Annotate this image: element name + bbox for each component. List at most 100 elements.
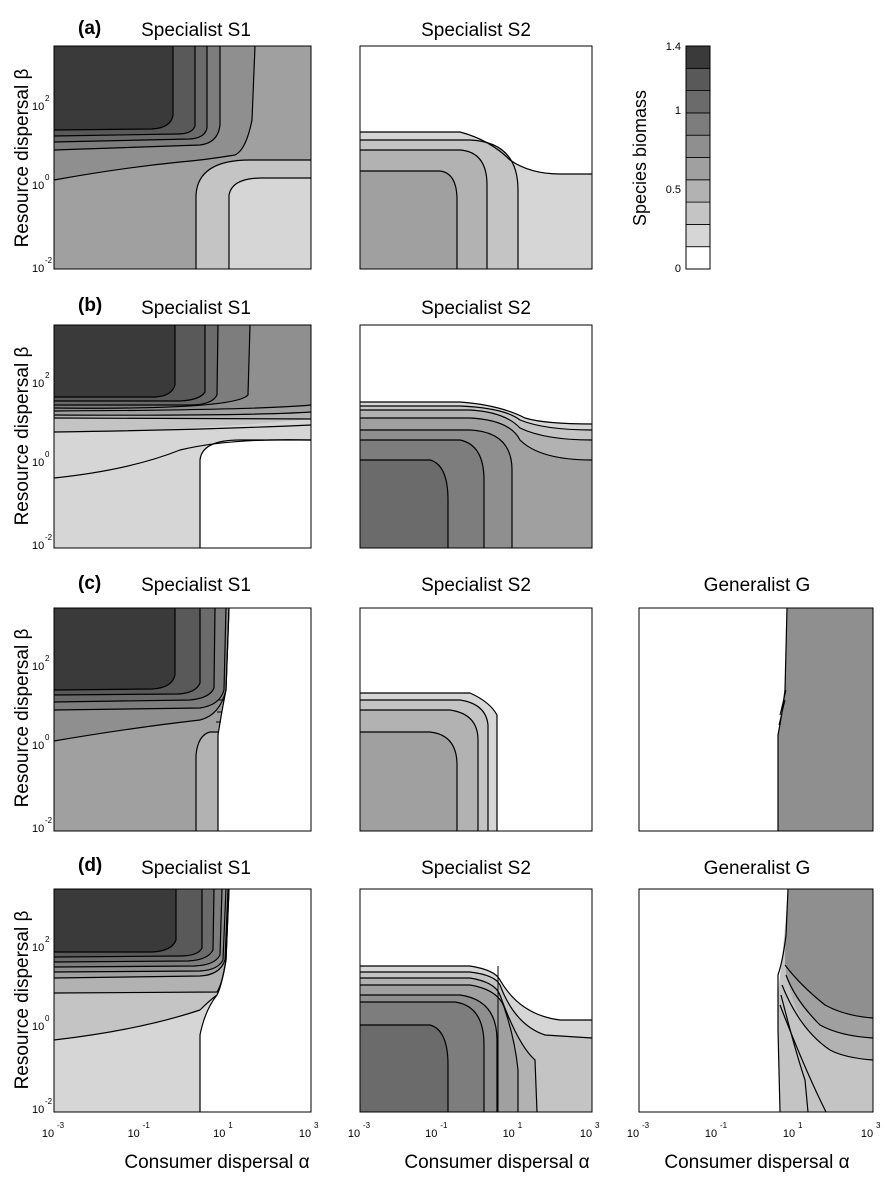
panel-c-s2: Specialist S2: [359, 575, 593, 832]
contour-region: [54, 325, 175, 397]
panel-title: Generalist G: [704, 858, 811, 879]
y-tick-base: 10: [32, 823, 44, 835]
colorbar-level-7: [685, 90, 711, 114]
x-tick-base: 10: [861, 1128, 873, 1140]
x-axis-ticks: 10-310-110110310-310-110110310-310-11011…: [42, 1121, 881, 1140]
x-tick-exp: -3: [642, 1121, 650, 1130]
y-tick-exp: 0: [45, 733, 50, 742]
panel-a-s2: Specialist S2: [359, 20, 593, 270]
y-tick-exp: 2: [45, 935, 50, 944]
y-tick-base: 10: [32, 457, 44, 469]
y-tick-base: 10: [32, 101, 44, 113]
colorbar-level-4: [685, 157, 711, 181]
x-tick-exp: 1: [518, 1121, 523, 1130]
x-tick-exp: -3: [363, 1121, 371, 1130]
x-tick-exp: -1: [440, 1121, 448, 1130]
colorbar-tick: 0: [675, 263, 681, 275]
panel-a-s1: Specialist S1: [53, 20, 312, 270]
contour-region: [196, 732, 218, 831]
contour-lines: [360, 401, 593, 548]
x-tick-base: 10: [783, 1128, 795, 1140]
y-tick-exp: 0: [45, 173, 50, 182]
y-tick-base: 10: [32, 740, 44, 752]
x-axis-label: Consumer dispersal α: [664, 1152, 849, 1173]
contour-region: [200, 440, 311, 548]
y-tick-exp: 0: [45, 1014, 50, 1023]
colorbar-level-1: [685, 223, 711, 248]
y-tick-base: 10: [32, 263, 44, 275]
contour-lines: [53, 45, 311, 269]
y-tick-base: 10: [32, 540, 44, 552]
plot-frame: [53, 888, 312, 1113]
y-tick-exp: 2: [45, 654, 50, 663]
contour-region: [785, 889, 873, 1018]
x-tick-exp: 3: [595, 1121, 600, 1130]
contour-region: [54, 608, 175, 690]
contour-lines: [777, 888, 874, 1113]
colorbar-tick: 0.5: [666, 184, 681, 196]
contour-lines: [360, 692, 498, 831]
contour-region: [778, 608, 873, 831]
plot-frame: [638, 607, 874, 832]
y-tick-exp: 2: [45, 94, 50, 103]
panel-title: Generalist G: [704, 575, 811, 596]
y-ticks: 10 2 10 0 10 -2: [32, 935, 53, 1116]
x-tick-base: 10: [580, 1128, 592, 1140]
y-tick-exp: -2: [45, 256, 53, 265]
panel-title: Specialist S1: [141, 298, 251, 319]
contour-region: [360, 460, 448, 548]
x-tick-exp: 1: [798, 1121, 803, 1130]
y-tick-exp: -2: [45, 1097, 53, 1106]
panel-d-s1: Specialist S1: [53, 858, 312, 1113]
colorbar-tick: 1.4: [666, 41, 681, 53]
x-tick-base: 10: [425, 1128, 437, 1140]
x-tick-exp: -1: [143, 1121, 151, 1130]
x-tick-base: 10: [299, 1128, 311, 1140]
plot-frame: [359, 324, 593, 549]
contour-region: [360, 171, 457, 269]
x-tick-exp: 1: [228, 1121, 233, 1130]
row-b: (b) Resource dispersal β 10 2 10 0 10 -2…: [12, 295, 593, 552]
y-axis-label: Resource dispersal β: [12, 911, 33, 1090]
panel-title: Specialist S1: [141, 575, 251, 596]
plot-frame: [359, 607, 593, 832]
colorbar-level-5: [685, 134, 711, 158]
x-tick-base: 10: [627, 1128, 639, 1140]
contour-region: [229, 178, 311, 269]
row-label-d: (d): [78, 855, 102, 876]
contour-region: [360, 1025, 448, 1112]
colorbar-level-6: [685, 112, 711, 136]
plot-frame: [359, 45, 593, 270]
x-tick-base: 10: [348, 1128, 360, 1140]
panel-c-g: Generalist G: [638, 575, 874, 832]
y-tick-base: 10: [32, 661, 44, 673]
contour-region: [360, 732, 457, 831]
x-tick-exp: 3: [876, 1121, 881, 1130]
y-ticks: 10 2 10 0 10 -2: [32, 94, 53, 275]
plot-frame: [359, 888, 593, 1113]
colorbar-levels: [685, 45, 711, 270]
contour-lines: [53, 607, 230, 831]
y-tick-base: 10: [32, 180, 44, 192]
x-tick-exp: -1: [720, 1121, 728, 1130]
y-tick-exp: -2: [45, 816, 53, 825]
colorbar-level-0: [685, 246, 711, 270]
panel-d-s2: Specialist S2: [359, 858, 593, 1113]
contour-region: [54, 46, 173, 130]
panel-b-s1: Specialist S1: [53, 298, 312, 549]
panel-c-s1: Specialist S1: [53, 575, 312, 832]
y-tick-base: 10: [32, 378, 44, 390]
panel-b-s2: Specialist S2: [359, 298, 593, 549]
y-axis-label: Resource dispersal β: [12, 347, 33, 526]
panel-title: Specialist S2: [421, 20, 531, 41]
colorbar-level-8: [685, 67, 711, 92]
contour-lines: [360, 131, 592, 269]
y-tick-exp: 2: [45, 371, 50, 380]
plot-frame: [53, 45, 312, 270]
colorbar-label: Species biomass: [630, 90, 650, 226]
y-tick-exp: -2: [45, 533, 53, 542]
plot-frame: [638, 888, 874, 1113]
x-tick-base: 10: [42, 1128, 54, 1140]
x-tick-exp: 3: [314, 1121, 319, 1130]
contour-region: [54, 889, 176, 952]
